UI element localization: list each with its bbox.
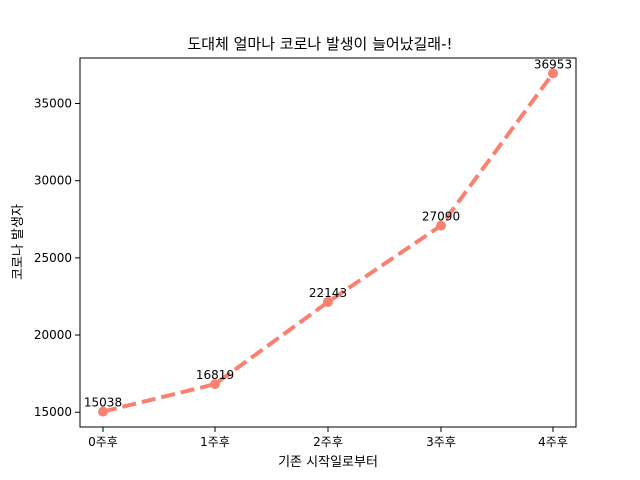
x-tick-label: 0주후	[88, 435, 118, 449]
x-tick-label: 1주후	[200, 435, 230, 449]
x-axis: 0주후 1주후 2주후 3주후 4주후	[88, 427, 568, 449]
x-tick-label: 2주후	[313, 435, 343, 449]
data-labels: 15038 16819 22143 27090 36953	[84, 57, 572, 409]
y-tick-label: 25000	[34, 251, 72, 265]
data-label: 22143	[309, 286, 347, 300]
data-point	[323, 296, 333, 307]
series-line	[102, 72, 555, 414]
data-label: 36953	[534, 57, 572, 71]
chart-title: 도대체 얼마나 코로나 발생이 늘어났길래-!	[187, 35, 452, 53]
x-tick-label: 4주후	[538, 435, 568, 449]
y-tick-label: 35000	[34, 97, 72, 111]
y-tick-label: 30000	[34, 174, 72, 188]
data-label: 27090	[422, 210, 460, 224]
data-point	[98, 406, 108, 417]
x-axis-label: 기존 시작일로부터	[278, 455, 378, 470]
data-label: 15038	[84, 396, 122, 410]
y-tick-label: 15000	[34, 405, 72, 419]
data-label: 16819	[196, 368, 234, 382]
data-point	[548, 68, 558, 79]
x-tick-label: 3주후	[426, 435, 456, 449]
y-tick-label: 20000	[34, 328, 72, 342]
data-points	[98, 68, 558, 417]
data-point	[436, 220, 446, 231]
data-point	[210, 379, 220, 390]
y-axis-label: 코로나 발생자	[11, 204, 26, 280]
plot-frame	[79, 57, 577, 428]
y-axis: 15000 20000 25000 30000 35000	[34, 97, 80, 419]
